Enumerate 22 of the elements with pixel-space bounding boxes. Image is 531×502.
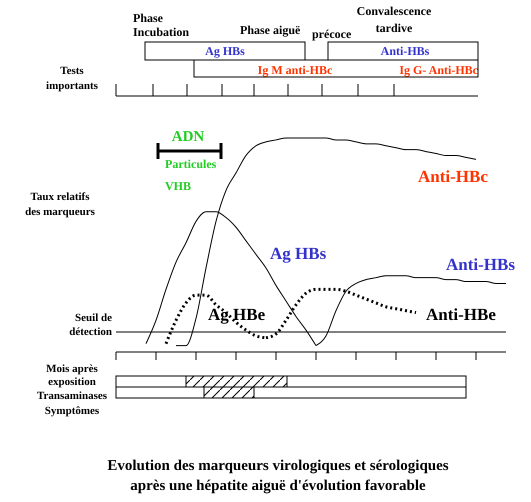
y-axis-title: Taux relatifs des marqueurs xyxy=(25,191,96,218)
text: Ig M anti-HBc xyxy=(258,63,333,77)
text: précoce xyxy=(312,27,352,41)
text: Evolution des marqueurs virologiques et sérologiques après une hépatite aiguë d'évolution favorable xyxy=(107,458,449,494)
text: Convalescence tardive xyxy=(356,4,432,35)
series-label: Anti-HBc xyxy=(418,167,488,186)
annotation: ADN xyxy=(172,129,204,145)
annotation: Particules VHB xyxy=(165,157,217,193)
text: Tests importants xyxy=(46,65,99,92)
text: Ag HBs xyxy=(205,44,246,58)
series-label: Anti-HBe xyxy=(426,305,496,324)
text: Symptômes xyxy=(44,405,100,417)
text: Anti-HBs xyxy=(380,44,430,58)
text: Ig G- Anti-HBc xyxy=(399,63,479,77)
ref-line-label: Seuil de détection xyxy=(69,312,112,338)
series-label: Ag HBe xyxy=(208,305,266,324)
series-label: Anti-HBs xyxy=(446,255,516,274)
x-axis-title: Mois après exposition xyxy=(46,363,99,388)
text: Transaminases xyxy=(36,390,108,402)
text: Phase Incubation xyxy=(133,11,190,39)
text: Phase aiguë xyxy=(240,23,302,37)
series-label: Ag HBs xyxy=(270,244,327,263)
